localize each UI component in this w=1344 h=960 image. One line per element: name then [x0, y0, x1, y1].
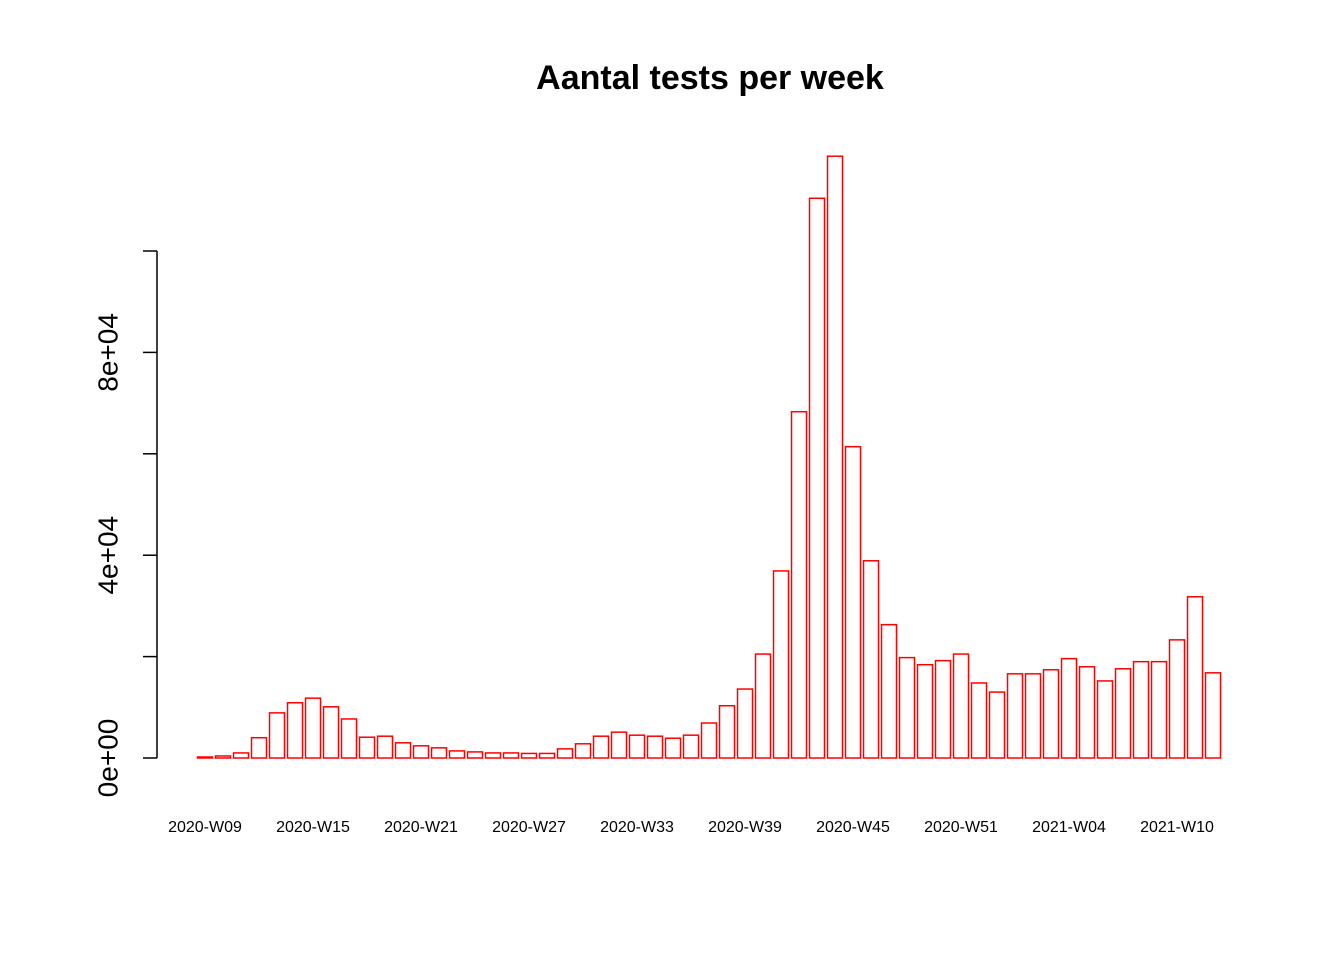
- bar: [376, 735, 394, 759]
- bar: [412, 745, 430, 759]
- bar: [736, 688, 754, 759]
- y-tick-label: 0e+00: [92, 719, 123, 798]
- y-tick-label: 8e+04: [92, 313, 123, 392]
- bar: [340, 718, 358, 759]
- bar: [1132, 660, 1150, 759]
- chart-title: Aantal tests per week: [536, 59, 884, 97]
- bar: [214, 755, 232, 759]
- bar: [592, 735, 610, 759]
- bar: [1204, 672, 1222, 759]
- bar: [844, 445, 862, 759]
- bar: [250, 736, 268, 759]
- bar: [466, 751, 484, 759]
- bar: [682, 734, 700, 759]
- bar: [934, 659, 952, 759]
- x-tick-label: 2020-W33: [600, 819, 674, 836]
- bar: [1150, 660, 1168, 759]
- bar: [754, 653, 772, 759]
- bar: [574, 743, 592, 759]
- x-tick-label: 2021-W04: [1032, 819, 1106, 836]
- x-tick-label: 2021-W10: [1140, 819, 1214, 836]
- bar: [556, 748, 574, 759]
- x-tick-label: 2020-W09: [168, 819, 242, 836]
- bar: [394, 742, 412, 759]
- x-tick-label: 2020-W45: [816, 819, 890, 836]
- bar: [196, 756, 214, 759]
- bar: [772, 570, 790, 759]
- x-tick-label: 2020-W51: [924, 819, 998, 836]
- bar: [1168, 639, 1186, 759]
- bar: [718, 705, 736, 759]
- bar: [628, 734, 646, 759]
- bar: [232, 752, 250, 759]
- bar: [1006, 673, 1024, 759]
- bar: [952, 653, 970, 759]
- bar: [430, 747, 448, 759]
- bar: [1042, 669, 1060, 759]
- bar: [286, 701, 304, 759]
- bar: [1114, 668, 1132, 759]
- bar: [790, 410, 808, 759]
- bar: [970, 682, 988, 759]
- bar: [1186, 596, 1204, 759]
- bar: [484, 752, 502, 759]
- bar: [988, 691, 1006, 759]
- bar: [520, 752, 538, 759]
- bar: [538, 752, 556, 759]
- bar: [700, 722, 718, 759]
- bar: [610, 731, 628, 759]
- bar: [808, 197, 826, 759]
- bar: [1024, 673, 1042, 759]
- x-tick-label: 2020-W21: [384, 819, 458, 836]
- bar: [1096, 680, 1114, 759]
- bar: [826, 155, 844, 759]
- bar: [664, 737, 682, 759]
- bar: [358, 736, 376, 759]
- x-tick-label: 2020-W15: [276, 819, 350, 836]
- y-tick-label: 4e+04: [92, 516, 123, 595]
- bar: [304, 697, 322, 759]
- bar: [448, 750, 466, 759]
- bar: [916, 663, 934, 759]
- bar: [862, 560, 880, 759]
- bar: [1078, 665, 1096, 759]
- bar: [646, 735, 664, 759]
- bar: [880, 623, 898, 759]
- bar: [1060, 657, 1078, 759]
- bar: [268, 712, 286, 759]
- bar: [502, 752, 520, 759]
- x-tick-label: 2020-W27: [492, 819, 566, 836]
- bar: [322, 706, 340, 759]
- x-tick-label: 2020-W39: [708, 819, 782, 836]
- bar: [898, 656, 916, 759]
